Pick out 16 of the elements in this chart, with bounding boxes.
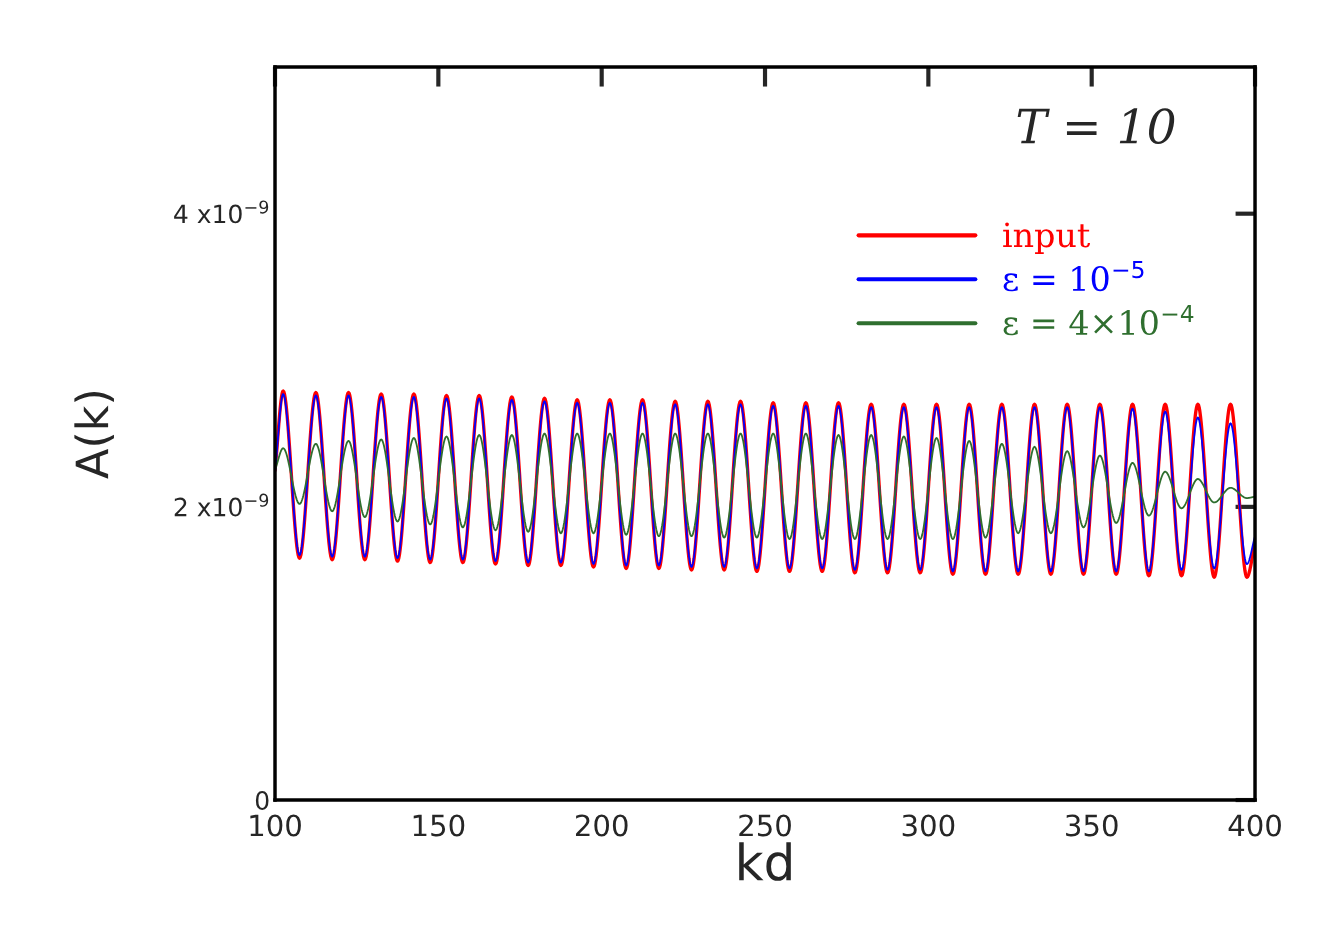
- legend-label: ε = 4×10$^{−4}$: [1003, 304, 1194, 336]
- y-axis-title: A(k): [74, 391, 114, 479]
- annotation: T = 10: [1017, 108, 1175, 144]
- legend-label: ε = 10$^{−5}$: [1003, 260, 1144, 292]
- x-tick-label: 150: [413, 814, 465, 837]
- x-tick-label: 250: [739, 814, 791, 837]
- x-tick-label: 400: [1228, 814, 1281, 837]
- x-tick-label: 350: [1066, 814, 1118, 837]
- x-tick-label: 100: [250, 814, 301, 837]
- x-axis-title: kd: [739, 842, 791, 881]
- y-tick-label: 2 x10$^{−9}$: [174, 493, 269, 517]
- y-tick-label: 0: [255, 790, 269, 810]
- x-tick-label: 200: [575, 814, 628, 837]
- x-tick-label: 300: [902, 814, 955, 837]
- y-tick-label: 4 x10$^{−9}$: [174, 200, 269, 224]
- legend-label: input: [1003, 222, 1091, 254]
